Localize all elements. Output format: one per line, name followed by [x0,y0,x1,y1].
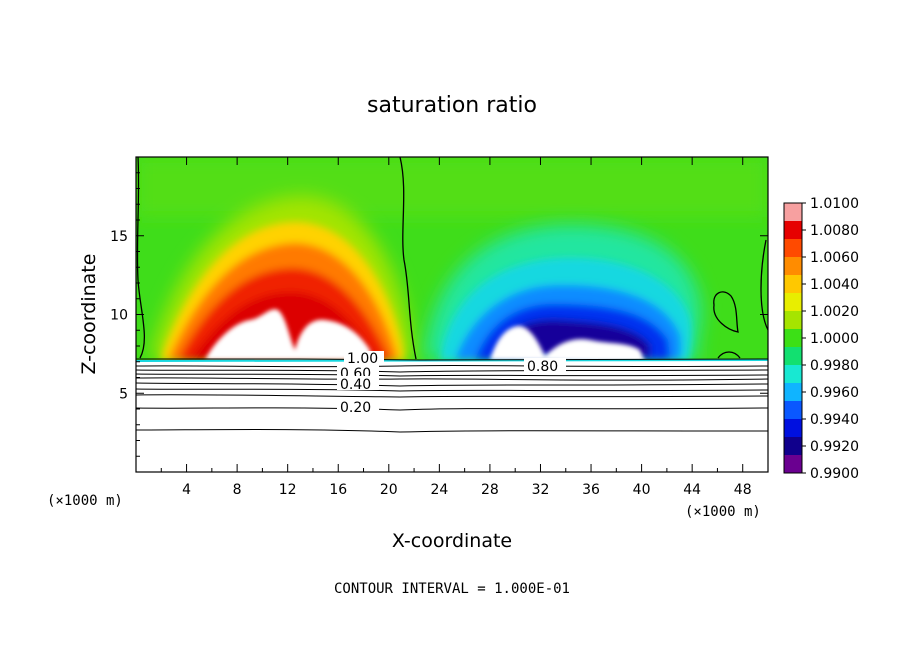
contour-label-0.80: 0.80 [527,359,558,375]
colorbar-label: 1.0100 [810,196,859,212]
x-axis-title: X-coordinate [392,530,512,552]
contour-label-1.00: 1.00 [347,351,378,367]
contour-interval-note: CONTOUR INTERVAL = 1.000E-01 [334,581,570,597]
colorbar-label: 1.0040 [810,277,859,293]
colorbar: 1.0100 1.0080 1.0060 1.0040 1.0020 1.0000 0.99… [783,196,859,482]
colorbar-label: 1.0000 [810,331,859,347]
x-tick-label: 8 [233,482,242,498]
contour-label-0.20: 0.20 [340,400,371,416]
colorbar-segment [784,365,802,384]
colorbar-segment [784,257,802,276]
colorbar-label: 1.0080 [810,223,859,239]
contour-1.00 [136,157,768,360]
x-tick-label: 4 [182,482,191,498]
y-tick-label: 5 [119,386,128,402]
colorbar-segment [784,239,802,258]
x-tick-label: 36 [582,482,600,498]
colorbar-label: 0.9940 [810,412,859,428]
x-tick-label: 44 [683,482,701,498]
colorbar-segment [784,275,802,294]
colorbar-segment [784,437,802,456]
x-axis-unit-right: (×1000 m) [685,504,761,520]
y-axis-title: Z-coordinate [78,254,100,375]
colorbar-segment [784,221,802,240]
colorbar-label: 1.0060 [810,250,859,266]
x-tick-label: 16 [329,482,347,498]
contour-labels: 1.00 0.80 0.60 0.40 0.20 [337,351,566,416]
x-axis: 4 8 12 16 20 24 28 32 36 40 44 48 [160,157,752,498]
colorbar-label: 0.9900 [810,466,859,482]
x-tick-label: 12 [279,482,297,498]
chart-title: saturation ratio [367,93,537,118]
colorbar-segment [784,329,802,348]
y-tick-label: 10 [110,308,128,324]
x-axis-unit-left: (×1000 m) [47,493,123,509]
y-tick-label: 15 [110,229,128,245]
y-axis: 5 10 15 [110,172,768,457]
x-tick-label: 24 [430,482,448,498]
colorbar-segment [784,203,802,222]
lower-contours [136,358,768,433]
saturation-field [136,157,768,472]
colorbar-segment [784,419,802,438]
x-tick-label: 32 [532,482,550,498]
colorbar-label: 0.9980 [810,358,859,374]
x-tick-label: 28 [481,482,499,498]
colorbar-segment [784,401,802,420]
colorbar-segment [784,455,802,474]
colorbar-label: 0.9920 [810,439,859,455]
colorbar-segment [784,383,802,402]
colorbar-label: 1.0020 [810,304,859,320]
colorbar-segment [784,347,802,366]
x-tick-label: 48 [734,482,752,498]
x-tick-label: 20 [380,482,398,498]
colorbar-segment [784,311,802,330]
contour-label-0.40: 0.40 [340,377,371,393]
colorbar-segment [784,293,802,312]
x-tick-label: 40 [633,482,651,498]
colorbar-label: 0.9960 [810,385,859,401]
